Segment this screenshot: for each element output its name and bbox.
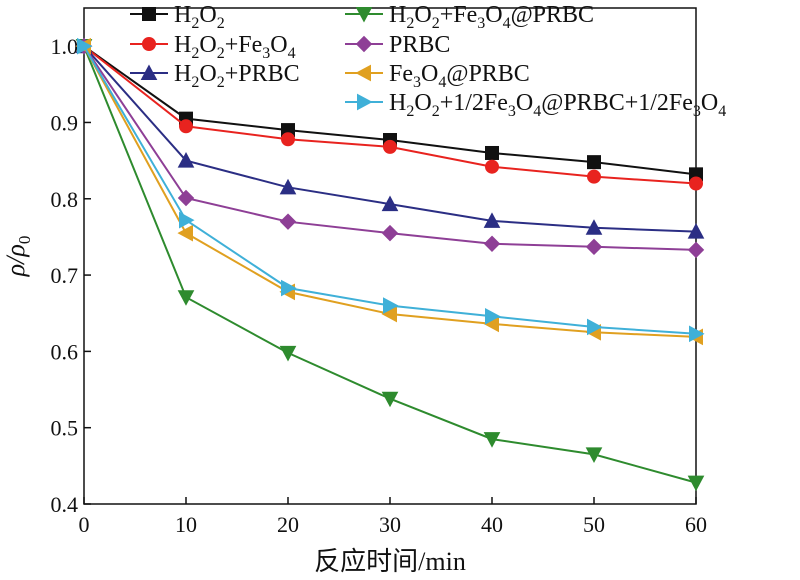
data-point xyxy=(177,290,195,306)
y-tick-label: 0.6 xyxy=(51,339,79,364)
x-tick-label: 40 xyxy=(481,512,503,537)
legend-item: H2O2+PRBC xyxy=(130,61,300,91)
y-tick-label: 1.0 xyxy=(51,34,79,59)
legend-label: PRBC xyxy=(389,32,450,58)
x-tick-label: 10 xyxy=(175,512,197,537)
data-point xyxy=(281,279,297,297)
series-layer xyxy=(75,37,705,492)
legend-label: H2O2+PRBC xyxy=(174,61,300,91)
y-axis: 0.4 0.5 0.6 0.7 0.8 0.9 1.0 xyxy=(51,34,91,517)
data-point xyxy=(687,241,705,259)
series-3 xyxy=(75,39,705,492)
legend-item: Fe3O4@PRBC xyxy=(345,61,530,91)
data-point xyxy=(383,297,399,314)
y-tick-label: 0.4 xyxy=(51,492,79,517)
data-point xyxy=(483,212,501,228)
legend-marker xyxy=(355,35,373,53)
legend-marker xyxy=(142,37,156,51)
legend-marker xyxy=(355,64,371,82)
legend-label: H2O2 xyxy=(174,2,225,32)
y-axis-title: ρ/ρ0 xyxy=(1,236,34,278)
legend-item: PRBC xyxy=(345,32,450,58)
y-tick-label: 0.9 xyxy=(51,110,79,135)
data-point xyxy=(687,475,705,492)
y-tick-label: 0.5 xyxy=(51,416,79,441)
data-point xyxy=(689,176,703,191)
data-point xyxy=(381,195,399,212)
legend-label: Fe3O4@PRBC xyxy=(389,61,530,91)
data-point xyxy=(177,152,195,168)
x-tick-label: 60 xyxy=(685,512,707,537)
data-point xyxy=(177,189,195,207)
x-tick-label: 30 xyxy=(379,512,401,537)
data-point xyxy=(381,224,399,242)
data-point xyxy=(585,447,603,463)
data-point xyxy=(279,213,297,230)
data-point xyxy=(179,211,195,229)
data-point xyxy=(587,169,601,184)
data-point xyxy=(177,224,193,242)
y-tick-label: 0.7 xyxy=(51,263,79,288)
x-axis-title: 反应时间/min xyxy=(314,547,466,576)
data-point xyxy=(483,235,501,252)
data-point xyxy=(585,238,603,256)
x-tick-label: 0 xyxy=(79,512,90,537)
data-point xyxy=(381,391,399,408)
legend-item: H2O2+Fe3O4 xyxy=(130,32,296,62)
legend-label: H2O2+Fe3O4@PRBC xyxy=(389,2,594,32)
data-point xyxy=(587,155,601,170)
legend-marker xyxy=(355,7,373,23)
data-point xyxy=(485,145,499,160)
legend-item: H2O2 xyxy=(130,2,225,32)
data-point xyxy=(279,345,297,362)
legend-item: H2O2+Fe3O4@PRBC xyxy=(345,2,594,32)
legend-label: H2O2+1/2Fe3O4@PRBC+1/2Fe3O4 xyxy=(389,90,726,120)
data-point xyxy=(77,37,93,55)
data-point xyxy=(585,219,603,235)
x-axis: 0 10 20 30 40 50 60 xyxy=(79,497,707,537)
data-point xyxy=(485,159,499,174)
legend-item: H2O2+1/2Fe3O4@PRBC+1/2Fe3O4 xyxy=(345,90,726,120)
x-tick-label: 50 xyxy=(583,512,605,537)
data-point xyxy=(279,178,297,195)
data-point xyxy=(687,223,705,239)
data-point xyxy=(383,139,397,154)
series-6 xyxy=(77,37,705,343)
x-tick-label: 20 xyxy=(277,512,299,537)
data-point xyxy=(281,132,295,147)
data-point xyxy=(483,432,501,448)
legend-marker xyxy=(140,64,158,80)
legend-marker xyxy=(142,7,156,21)
legend-marker xyxy=(357,93,373,111)
legend-label: H2O2+Fe3O4 xyxy=(174,32,296,62)
data-point xyxy=(485,307,501,325)
data-point xyxy=(689,325,705,343)
y-tick-label: 0.8 xyxy=(51,187,79,212)
data-point xyxy=(587,318,603,336)
data-point xyxy=(179,119,193,134)
